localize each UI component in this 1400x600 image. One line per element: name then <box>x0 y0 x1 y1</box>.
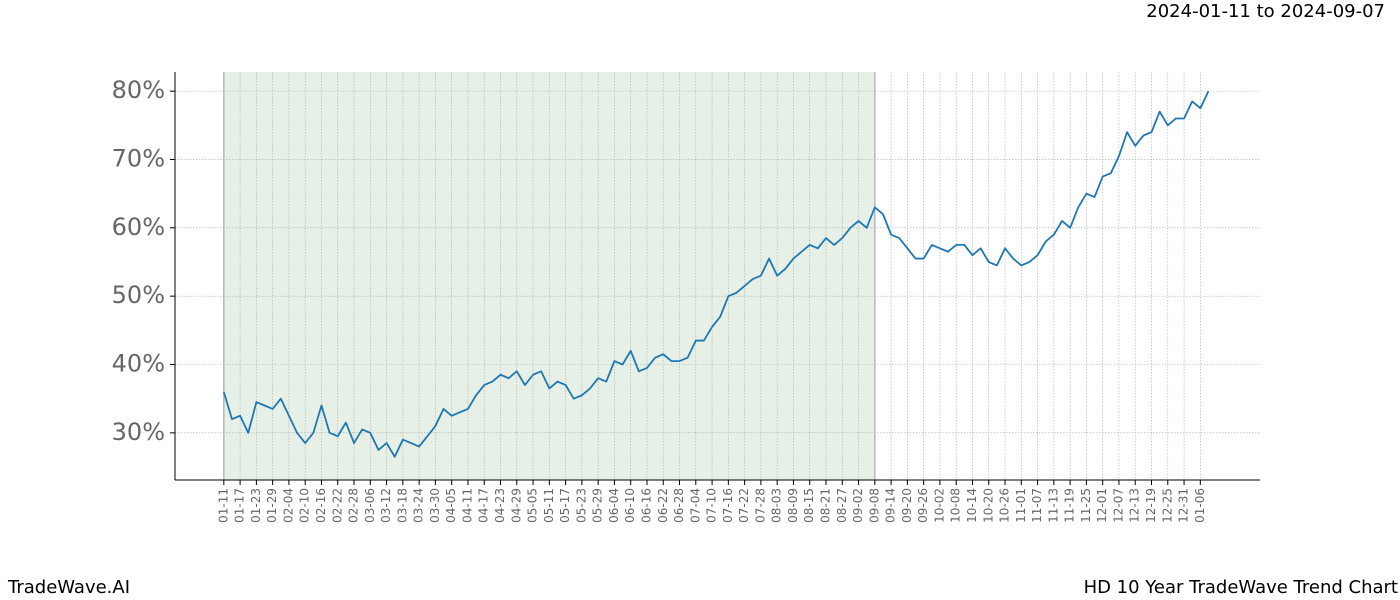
x-tick-label: 01-23 <box>249 488 263 523</box>
x-tick-label: 12-19 <box>1144 488 1158 523</box>
x-tick-label: 01-06 <box>1193 488 1207 523</box>
y-tick-label: 30% <box>112 418 165 446</box>
x-tick-label: 07-04 <box>688 488 702 523</box>
x-tick-label: 06-10 <box>623 488 637 523</box>
x-tick-label: 03-30 <box>428 488 442 523</box>
x-tick-label: 12-31 <box>1177 488 1191 523</box>
y-tick-label: 60% <box>112 213 165 241</box>
x-tick-label: 06-16 <box>639 488 653 523</box>
x-tick-label: 02-28 <box>347 488 361 523</box>
x-tick-label: 07-28 <box>753 488 767 523</box>
x-tick-label: 07-22 <box>737 488 751 523</box>
x-tick-label: 10-26 <box>998 488 1012 523</box>
x-tick-label: 05-17 <box>558 488 572 523</box>
y-tick-label: 50% <box>112 281 165 309</box>
y-tick-label: 40% <box>112 350 165 378</box>
x-tick-label: 04-05 <box>444 488 458 523</box>
x-tick-label: 08-27 <box>835 488 849 523</box>
brand: TradeWave.AI <box>7 577 130 598</box>
x-tick-label: 09-08 <box>867 488 881 523</box>
x-tick-label: 05-05 <box>526 488 540 523</box>
y-tick-label: 80% <box>112 76 165 104</box>
x-tick-label: 11-25 <box>1079 488 1093 523</box>
x-tick-label: 05-11 <box>542 488 556 523</box>
x-tick-label: 04-11 <box>460 488 474 523</box>
trend-line <box>222 90 1210 458</box>
x-tick-label: 08-03 <box>770 488 784 523</box>
x-tick-label: 11-01 <box>1014 488 1028 523</box>
x-tick-label: 01-17 <box>233 488 247 523</box>
x-tick-label: 09-02 <box>851 488 865 523</box>
x-tick-label: 12-07 <box>1111 488 1125 523</box>
x-tick-label: 01-29 <box>265 488 279 523</box>
y-tick-label: 70% <box>112 144 165 172</box>
x-tick-label: 08-15 <box>802 488 816 523</box>
x-tick-label: 03-24 <box>412 488 426 523</box>
x-tick-label: 05-29 <box>591 488 605 523</box>
x-tick-label: 02-10 <box>298 488 312 523</box>
x-tick-label: 10-02 <box>932 488 946 523</box>
x-tick-label: 12-25 <box>1160 488 1174 523</box>
x-tick-label: 08-09 <box>786 488 800 523</box>
x-tick-label: 04-17 <box>477 488 491 523</box>
x-tick-label: 09-20 <box>900 488 914 523</box>
x-tick-label: 05-23 <box>574 488 588 523</box>
x-tick-label: 02-04 <box>281 488 295 523</box>
x-tick-label: 10-20 <box>981 488 995 523</box>
x-tick-label: 11-19 <box>1063 488 1077 523</box>
x-tick-label: 06-04 <box>607 488 621 523</box>
x-tick-label: 03-12 <box>379 488 393 523</box>
x-tick-label: 04-29 <box>509 488 523 523</box>
x-tick-label: 10-08 <box>949 488 963 523</box>
x-tick-label: 06-28 <box>672 488 686 523</box>
date-range: 2024-01-11 to 2024-09-07 <box>1146 1 1385 22</box>
x-tick-label: 11-07 <box>1030 488 1044 523</box>
x-tick-label: 04-23 <box>493 488 507 523</box>
x-tick-label: 09-26 <box>916 488 930 523</box>
x-tick-label: 10-14 <box>965 488 979 523</box>
x-tick-label: 12-01 <box>1095 488 1109 523</box>
x-tick-label: 03-06 <box>363 488 377 523</box>
x-tick-label: 02-16 <box>314 488 328 523</box>
x-tick-label: 09-14 <box>884 488 898 523</box>
x-tick-label: 12-13 <box>1128 488 1142 523</box>
x-tick-label: 07-16 <box>721 488 735 523</box>
x-tick-label: 08-21 <box>819 488 833 523</box>
x-tick-label: 06-22 <box>656 488 670 523</box>
x-tick-label: 03-18 <box>395 488 409 523</box>
chart-title: HD 10 Year TradeWave Trend Chart <box>1084 577 1398 598</box>
x-tick-label: 11-13 <box>1046 488 1060 523</box>
x-tick-label: 07-10 <box>705 488 719 523</box>
x-tick-label: 02-22 <box>330 488 344 523</box>
x-tick-label: 01-11 <box>216 488 230 523</box>
